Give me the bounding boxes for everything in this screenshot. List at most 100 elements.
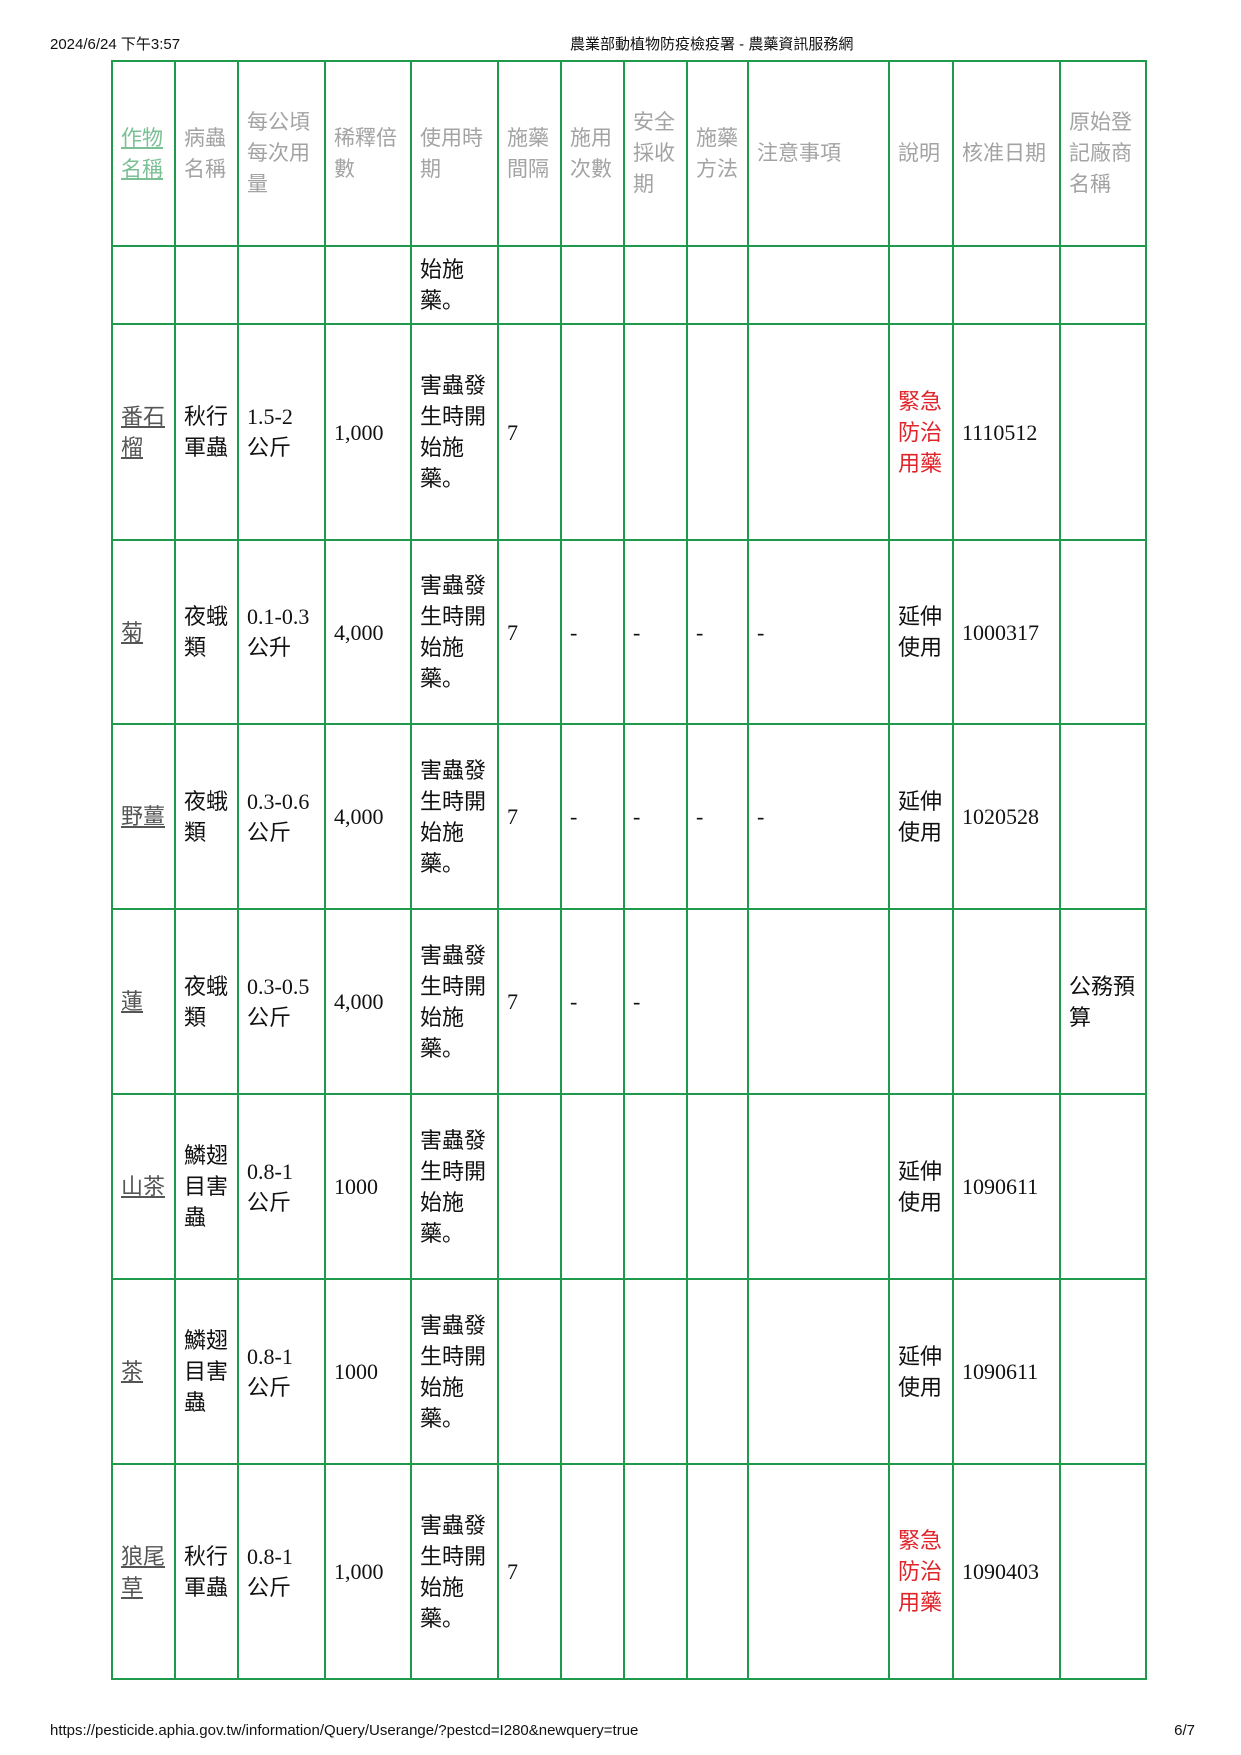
cell-approval-date: 1090611: [952, 1093, 1061, 1280]
cell-dosage: [237, 245, 326, 325]
cell-crop[interactable]: 狼尾草: [111, 1463, 176, 1680]
cell-crop[interactable]: 野薑: [111, 723, 176, 910]
cell-dosage: 0.3-0.6 公斤: [237, 723, 326, 910]
cell-interval: 7: [497, 723, 562, 910]
cell-approval-date: 1090403: [952, 1463, 1061, 1680]
cell-notes: [747, 1093, 890, 1280]
cell-remark: 延伸使用: [888, 1278, 954, 1465]
cell-interval: 7: [497, 323, 562, 541]
cell-pest: 鱗翅目害蟲: [174, 1278, 239, 1465]
cell-timing: 害蟲發生時開始施藥。: [410, 1093, 499, 1280]
cell-registrant: [1059, 539, 1147, 725]
column-header-interval: 施藥間隔: [497, 60, 562, 247]
column-header-harvest-interval: 安全採收期: [623, 60, 688, 247]
cell-dosage: 0.8-1 公斤: [237, 1278, 326, 1465]
table-row: 狼尾草 秋行軍蟲 0.8-1 公斤 1,000 害蟲發生時開始施藥。 7 緊急防治用藥 109…: [111, 1463, 1147, 1680]
cell-remark: 延伸使用: [888, 723, 954, 910]
cell-dosage: 0.1-0.3 公升: [237, 539, 326, 725]
cell-crop[interactable]: 山茶: [111, 1093, 176, 1280]
cell-registrant: [1059, 723, 1147, 910]
cell-registrant: [1059, 323, 1147, 541]
cell-dosage: 0.8-1 公斤: [237, 1463, 326, 1680]
cell-timing: 害蟲發生時開始施藥。: [410, 1278, 499, 1465]
column-header-pest: 病蟲名稱: [174, 60, 239, 247]
cell-applications: [560, 1093, 625, 1280]
cell-notes: -: [747, 723, 890, 910]
cell-interval: [497, 1093, 562, 1280]
cell-pest: 夜蛾類: [174, 908, 239, 1095]
cell-remark: 延伸使用: [888, 539, 954, 725]
cell-timing: 始施藥。: [410, 245, 499, 325]
cell-harvest-interval: [623, 323, 688, 541]
cell-applications: -: [560, 908, 625, 1095]
cell-timing: 害蟲發生時開始施藥。: [410, 1463, 499, 1680]
cell-dilution: [324, 245, 412, 325]
cell-timing: 害蟲發生時開始施藥。: [410, 723, 499, 910]
cell-registrant: 公務預算: [1059, 908, 1147, 1095]
cell-pest: 鱗翅目害蟲: [174, 1093, 239, 1280]
cell-applications: [560, 323, 625, 541]
cell-method: [686, 245, 749, 325]
cell-interval: 7: [497, 539, 562, 725]
cell-method: -: [686, 539, 749, 725]
cell-interval: 7: [497, 908, 562, 1095]
cell-dilution: 1,000: [324, 323, 412, 541]
cell-pest: [174, 245, 239, 325]
cell-dilution: 1000: [324, 1278, 412, 1465]
cell-harvest-interval: -: [623, 723, 688, 910]
page-url: https://pesticide.aphia.gov.tw/informati…: [50, 1722, 639, 1739]
cell-crop[interactable]: 茶: [111, 1278, 176, 1465]
cell-dilution: 4,000: [324, 908, 412, 1095]
cell-approval-date: 1000317: [952, 539, 1061, 725]
cell-harvest-interval: [623, 1093, 688, 1280]
cell-dilution: 1,000: [324, 1463, 412, 1680]
cell-dilution: 4,000: [324, 723, 412, 910]
cell-interval: [497, 1278, 562, 1465]
cell-remark: [888, 908, 954, 1095]
cell-registrant: [1059, 1278, 1147, 1465]
cell-method: -: [686, 723, 749, 910]
cell-timing: 害蟲發生時開始施藥。: [410, 539, 499, 725]
cell-interval: 7: [497, 1463, 562, 1680]
cell-notes: [747, 1278, 890, 1465]
table-header-row: 作物名稱 病蟲名稱 每公頃每次用量 稀釋倍數 使用時期 施藥間隔 施用次數 安全採收期 施藥方法…: [111, 60, 1147, 247]
column-header-applications: 施用次數: [560, 60, 625, 247]
cell-harvest-interval: -: [623, 539, 688, 725]
cell-remark: 延伸使用: [888, 1093, 954, 1280]
table-row: 菊夜蛾類 0.1-0.3 公升 4,000 害蟲發生時開始施藥。 7- - - - 延伸使用 10…: [111, 539, 1147, 725]
cell-applications: -: [560, 723, 625, 910]
cell-crop[interactable]: 番石榴: [111, 323, 176, 541]
usage-range-table: 作物名稱 病蟲名稱 每公頃每次用量 稀釋倍數 使用時期 施藥間隔 施用次數 安全採收期 施藥方法…: [111, 60, 1147, 1680]
cell-crop[interactable]: 蓮: [111, 908, 176, 1095]
cell-notes: [747, 1463, 890, 1680]
column-header-remark: 說明: [888, 60, 954, 247]
cell-notes: [747, 245, 890, 325]
cell-crop: [111, 245, 176, 325]
cell-approval-date: 1090611: [952, 1278, 1061, 1465]
cell-timing: 害蟲發生時開始施藥。: [410, 323, 499, 541]
cell-approval-date: [952, 908, 1061, 1095]
column-header-crop[interactable]: 作物名稱: [111, 60, 176, 247]
cell-crop[interactable]: 菊: [111, 539, 176, 725]
cell-registrant: [1059, 1093, 1147, 1280]
column-header-timing: 使用時期: [410, 60, 499, 247]
cell-applications: [560, 245, 625, 325]
cell-approval-date: 1110512: [952, 323, 1061, 541]
cell-approval-date: 1020528: [952, 723, 1061, 910]
column-header-dosage: 每公頃每次用量: [237, 60, 326, 247]
cell-method: [686, 323, 749, 541]
cell-applications: [560, 1463, 625, 1680]
cell-notes: -: [747, 539, 890, 725]
cell-harvest-interval: [623, 1463, 688, 1680]
cell-pest: 夜蛾類: [174, 539, 239, 725]
cell-method: [686, 1093, 749, 1280]
table-row: 山茶 鱗翅目害蟲 0.8-1 公斤 1000 害蟲發生時開始施藥。 延伸使用 1090611: [111, 1093, 1147, 1280]
cell-method: [686, 908, 749, 1095]
cell-pest: 秋行軍蟲: [174, 323, 239, 541]
cell-remark: 緊急防治用藥: [888, 1463, 954, 1680]
cell-remark: 緊急防治用藥: [888, 323, 954, 541]
cell-pest: 秋行軍蟲: [174, 1463, 239, 1680]
table-row: 茶鱗翅目害蟲 0.8-1 公斤 1000 害蟲發生時開始施藥。 延伸使用 1090611: [111, 1278, 1147, 1465]
column-header-dilution: 稀釋倍數: [324, 60, 412, 247]
cell-method: [686, 1278, 749, 1465]
